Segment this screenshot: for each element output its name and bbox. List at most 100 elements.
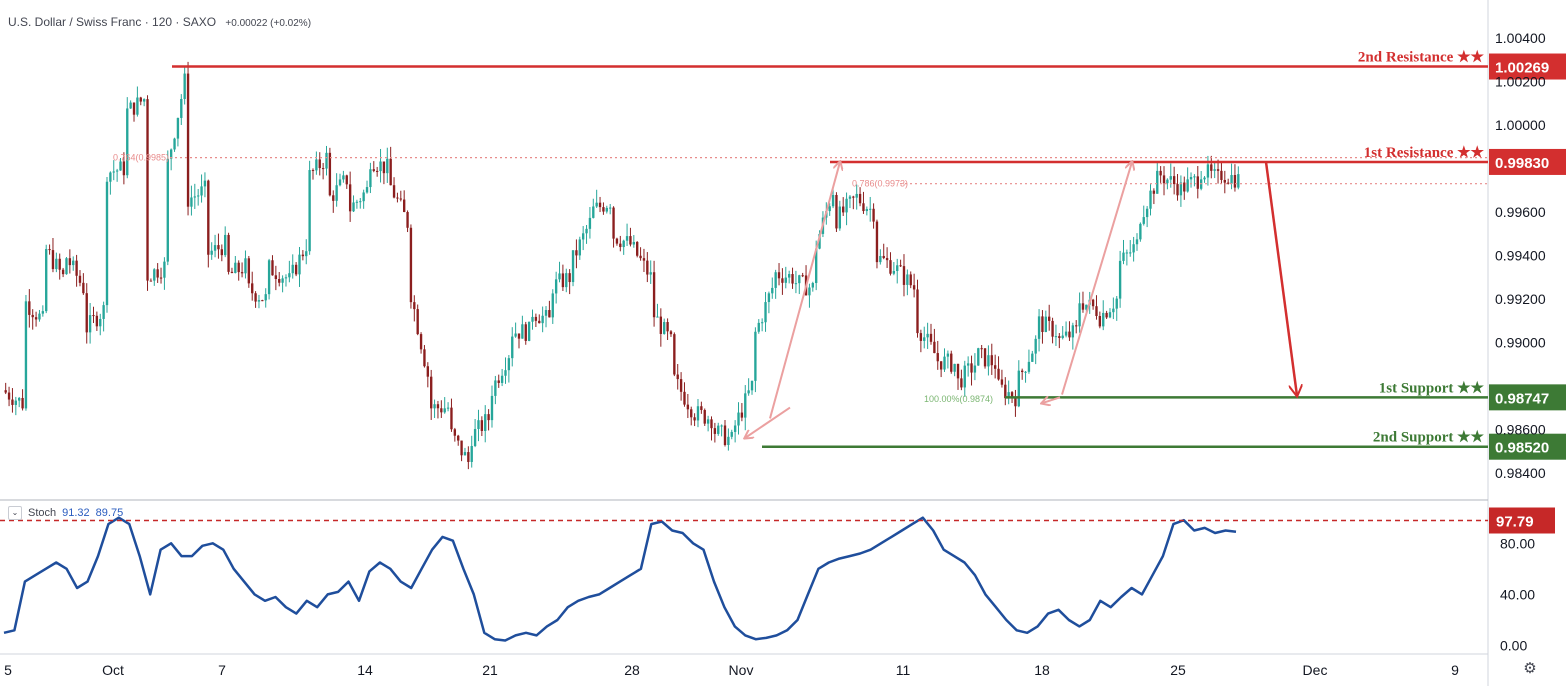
candle-body	[1007, 392, 1010, 399]
pattern-arrow	[1264, 161, 1297, 396]
candle-body	[700, 406, 703, 411]
candle-body	[1220, 170, 1223, 180]
candle-body	[1216, 169, 1220, 171]
candle-body	[598, 202, 602, 208]
candle-body	[1125, 252, 1129, 254]
candle-body	[1189, 177, 1193, 180]
candle-body	[105, 181, 109, 306]
candle-body	[1034, 338, 1037, 354]
candle-body	[1223, 179, 1226, 183]
candle-body	[541, 315, 544, 324]
candle-body	[359, 201, 362, 203]
candle-body	[679, 379, 683, 392]
candle-body	[426, 366, 430, 377]
symbol-label: U.S. Dollar / Swiss Franc · 120 · SAXO	[8, 15, 217, 29]
pane-borders	[0, 0, 1489, 686]
candle-body	[723, 425, 727, 445]
candle-body	[720, 425, 723, 427]
candle-body	[477, 420, 480, 430]
candle-body	[939, 361, 943, 370]
candle-body	[1233, 175, 1237, 188]
chart-title: U.S. Dollar / Swiss Franc · 120 · SAXO +…	[8, 15, 311, 29]
candle-body	[1193, 176, 1196, 178]
candle-body	[251, 283, 254, 294]
candle-body	[247, 258, 251, 284]
candle-body	[34, 317, 38, 320]
candle-body	[409, 227, 413, 303]
stoch-k-value: 91.32	[62, 507, 90, 519]
drawings	[745, 162, 1297, 438]
candles	[4, 61, 1240, 470]
price-tick-label: 0.99000	[1495, 334, 1546, 350]
candle-body	[1061, 335, 1064, 339]
candle-body	[433, 404, 436, 409]
candle-body	[997, 368, 1000, 380]
candle-body	[1226, 182, 1230, 184]
candle-body	[544, 310, 548, 316]
candle-body	[298, 254, 301, 275]
candle-body	[737, 412, 740, 426]
candle-body	[561, 273, 565, 288]
candle-body	[1064, 331, 1068, 336]
candle-body	[1037, 316, 1041, 339]
candle-body	[48, 249, 51, 251]
candle-body	[11, 399, 14, 405]
candle-body	[565, 273, 568, 288]
candle-body	[963, 365, 966, 388]
candle-body	[237, 262, 240, 273]
candle-body	[457, 435, 460, 441]
candle-body	[1139, 223, 1142, 240]
candle-body	[55, 258, 58, 270]
candle-body	[1203, 177, 1206, 180]
level-price-badge-text: 0.98520	[1495, 440, 1549, 457]
candle-body	[1179, 182, 1183, 196]
candle-body	[781, 278, 784, 283]
change-label: +0.00022 (+0.02%)	[225, 18, 312, 29]
candle-body	[112, 171, 115, 173]
level-label: 2nd Resistance ★★	[1358, 50, 1485, 66]
stoch-tick-label: 40.00	[1500, 586, 1535, 602]
candle-body	[926, 333, 929, 338]
candle-body	[318, 159, 321, 169]
candle-body	[126, 108, 129, 176]
candle-body	[369, 169, 372, 188]
candle-body	[690, 409, 693, 418]
candle-body	[588, 217, 592, 229]
candle-body	[132, 102, 136, 115]
candle-body	[1048, 316, 1051, 321]
candle-body	[581, 233, 585, 240]
candle-body	[507, 358, 511, 371]
candle-body	[406, 212, 409, 228]
candle-body	[527, 321, 531, 341]
candle-body	[811, 283, 814, 288]
price-tick-label: 0.99400	[1495, 247, 1546, 263]
price-tick-label: 1.00000	[1495, 117, 1546, 133]
chevron-down-icon[interactable]: ⌄	[8, 506, 22, 520]
candle-body	[858, 193, 862, 204]
candle-body	[315, 159, 318, 171]
candle-body	[703, 410, 706, 424]
candle-body	[534, 316, 538, 321]
candle-body	[602, 207, 605, 212]
candle-body	[166, 158, 169, 262]
settings-gear-icon[interactable]: ⚙	[1523, 659, 1537, 677]
candle-body	[288, 273, 291, 278]
candle-body	[966, 363, 970, 366]
candle-body	[1000, 379, 1004, 385]
candle-body	[885, 258, 889, 261]
level-label: 1st Support ★★	[1379, 380, 1485, 396]
candle-body	[1230, 175, 1233, 184]
candle-body	[31, 314, 34, 318]
candle-body	[531, 316, 534, 322]
candle-body	[1183, 182, 1186, 192]
candle-body	[490, 395, 494, 421]
candle-body	[744, 393, 747, 418]
candle-body	[686, 404, 690, 410]
candle-body	[1142, 217, 1145, 224]
candle-body	[909, 274, 912, 286]
candle-body	[1075, 325, 1078, 327]
level-label: 1st Resistance ★★	[1364, 145, 1485, 161]
candle-body	[291, 264, 294, 274]
candle-body	[882, 255, 885, 259]
